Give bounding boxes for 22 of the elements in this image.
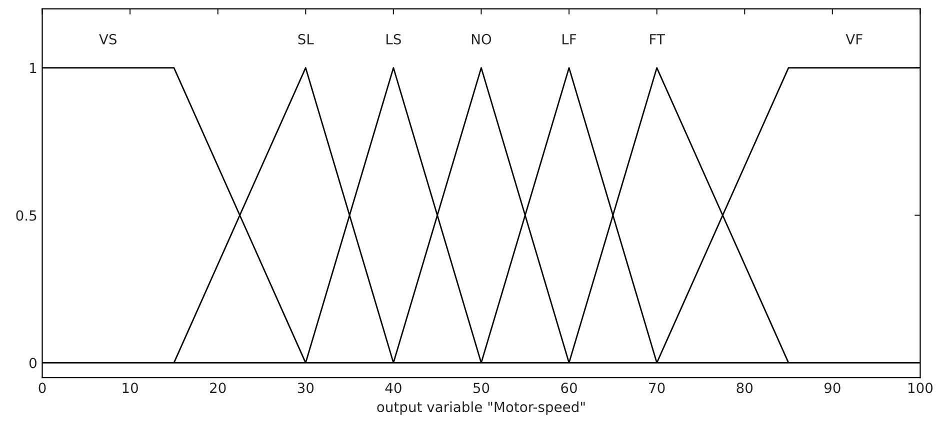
series-label: FT	[650, 34, 665, 44]
x-tick-label: 30	[298, 382, 314, 394]
x-tick-label: 0	[38, 382, 46, 394]
series-label: SL	[298, 34, 314, 44]
x-tick-label: 40	[385, 382, 402, 394]
x-tick-label: 100	[908, 382, 933, 394]
y-tick-label: 0.5	[16, 210, 36, 221]
series-label: VF	[846, 34, 862, 44]
x-tick-label: 50	[473, 382, 490, 394]
x-tick-label: 20	[210, 382, 226, 394]
series-label: VS	[99, 34, 116, 44]
x-tick-label: 60	[561, 382, 577, 394]
series-label: LS	[386, 34, 401, 44]
x-tick-label: 90	[824, 382, 840, 394]
x-axis-title: output variable "Motor-speed"	[377, 401, 585, 415]
series-label: LF	[562, 34, 576, 44]
x-tick-label: 10	[122, 382, 138, 394]
y-tick-label: 1	[30, 62, 36, 74]
y-tick-label: 0	[29, 358, 36, 368]
x-tick-label: 80	[736, 382, 753, 394]
x-tick-label: 70	[649, 382, 665, 394]
series-label: NO	[472, 34, 492, 44]
